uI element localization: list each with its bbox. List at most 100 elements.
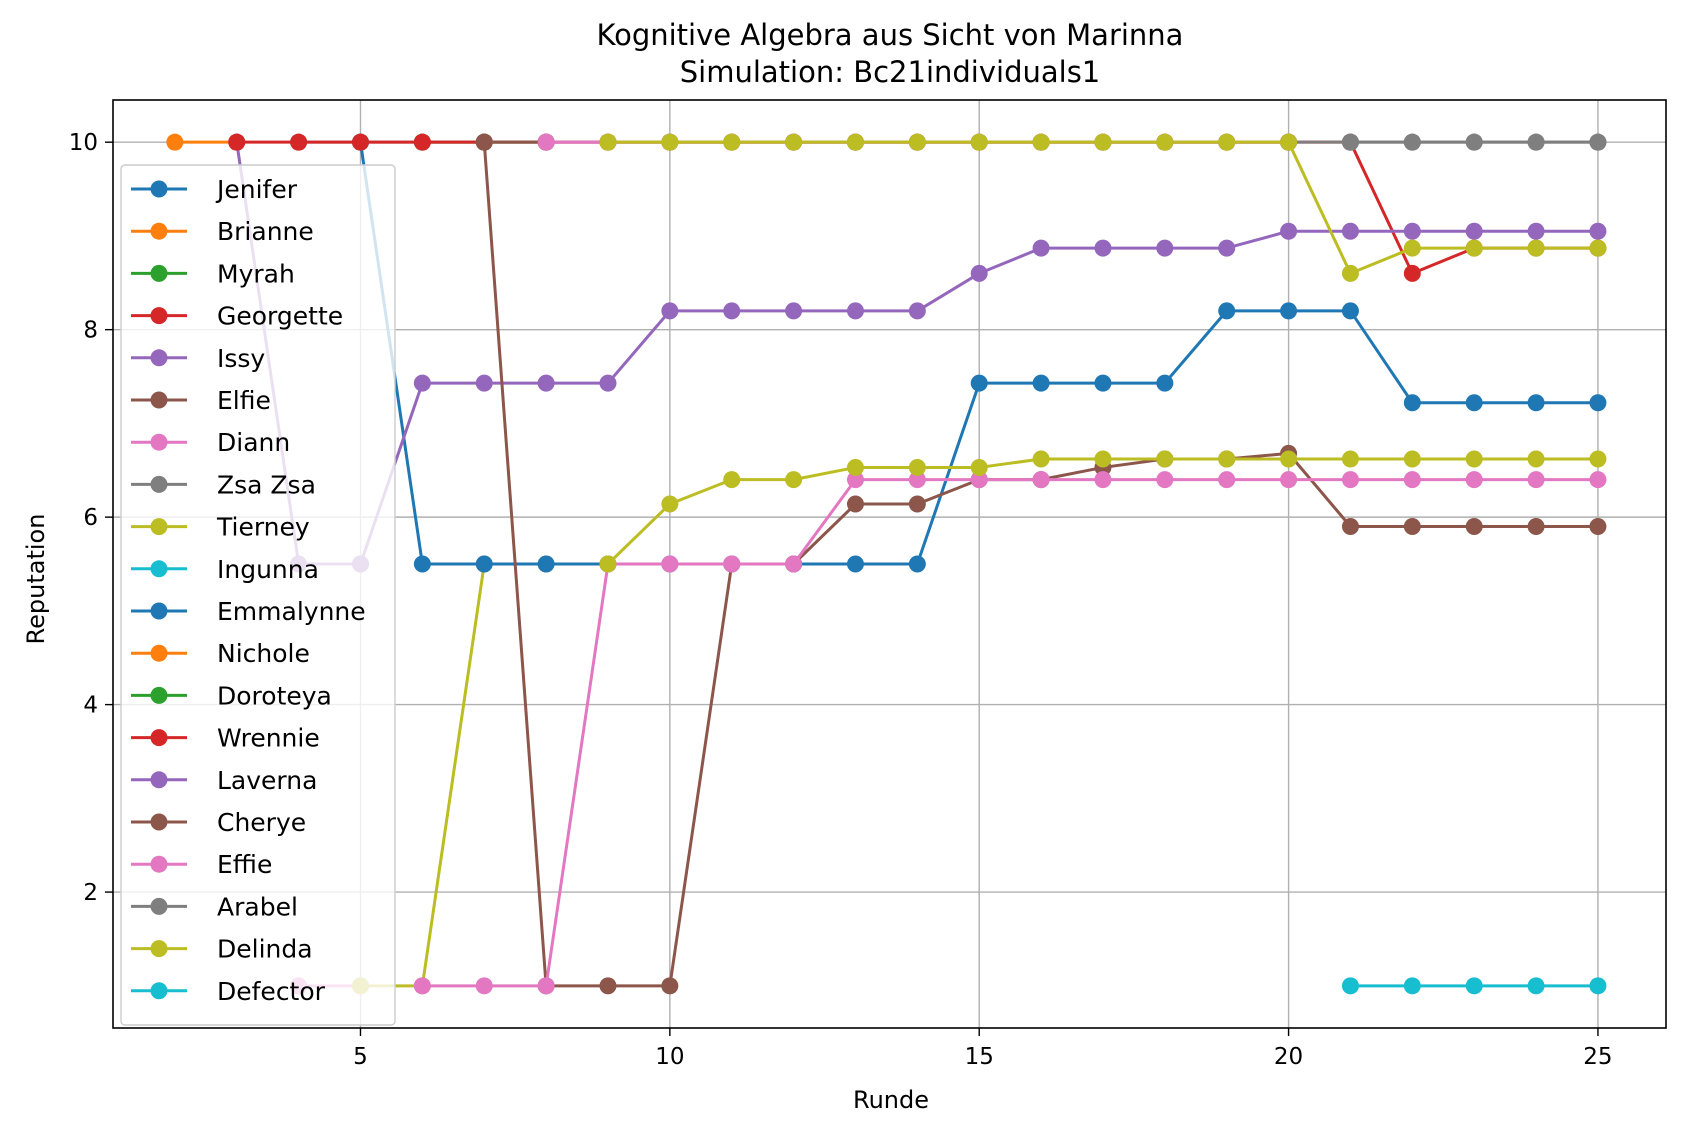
x-tick-label: 20 bbox=[1274, 1044, 1303, 1070]
data-point bbox=[1403, 471, 1421, 489]
legend-entry: Issy bbox=[131, 344, 265, 373]
data-point bbox=[1032, 133, 1050, 151]
legend-swatch-marker bbox=[150, 729, 168, 747]
data-point bbox=[970, 264, 988, 282]
legend-entry: Nichole bbox=[131, 639, 310, 668]
series-lines bbox=[166, 133, 1607, 995]
legend-label: Emmalynne bbox=[217, 597, 366, 626]
data-point bbox=[1465, 133, 1483, 151]
series-laverna bbox=[351, 222, 1607, 573]
data-point bbox=[661, 302, 679, 320]
legend-label: Arabel bbox=[217, 892, 298, 921]
chart-subtitle: Simulation: Bc21individuals1 bbox=[680, 55, 1101, 89]
data-point bbox=[1589, 239, 1607, 257]
legend-box bbox=[120, 164, 396, 1026]
legend-label: Brianne bbox=[217, 217, 314, 246]
data-point bbox=[1403, 222, 1421, 240]
data-point bbox=[475, 977, 493, 995]
data-point bbox=[1527, 518, 1545, 536]
data-point bbox=[1280, 222, 1298, 240]
data-point bbox=[1218, 450, 1236, 468]
data-point bbox=[1341, 302, 1359, 320]
legend-label: Issy bbox=[217, 344, 265, 373]
series-delinda bbox=[599, 450, 1607, 573]
data-point bbox=[846, 302, 864, 320]
data-point bbox=[785, 471, 803, 489]
legend-swatch-marker bbox=[150, 602, 168, 620]
data-point bbox=[599, 374, 617, 392]
data-point bbox=[1403, 239, 1421, 257]
data-point bbox=[1341, 222, 1359, 240]
x-tick-label: 25 bbox=[1583, 1044, 1612, 1070]
y-tick-label: 10 bbox=[69, 130, 98, 156]
data-point bbox=[1589, 394, 1607, 412]
legend-swatch-marker bbox=[150, 264, 168, 282]
legend-entry: Cherye bbox=[131, 808, 306, 837]
data-point bbox=[846, 471, 864, 489]
series-unlabeled-22 bbox=[599, 133, 1607, 282]
data-point bbox=[166, 133, 184, 151]
x-axis-label: Runde bbox=[853, 1086, 929, 1114]
legend-swatch-marker bbox=[150, 897, 168, 915]
data-point bbox=[908, 133, 926, 151]
data-point bbox=[1156, 471, 1174, 489]
legend-swatch-marker bbox=[150, 982, 168, 1000]
legend-entry: Zsa Zsa bbox=[131, 470, 316, 499]
legend-swatch-marker bbox=[150, 518, 168, 536]
legend-label: Zsa Zsa bbox=[217, 470, 316, 499]
data-point bbox=[1341, 450, 1359, 468]
data-point bbox=[846, 495, 864, 513]
data-point bbox=[351, 133, 369, 151]
data-point bbox=[1465, 471, 1483, 489]
legend-entry: Effie bbox=[131, 850, 272, 879]
legend-label: Tierney bbox=[216, 513, 310, 542]
data-point bbox=[1341, 471, 1359, 489]
legend-label: Jenifer bbox=[215, 175, 298, 204]
axis-ticks: 5 10 15 20 25 2 4 6 8 10 bbox=[69, 130, 1613, 1070]
legend: Jenifer Brianne Myrah Georgette Issy Elfie Dia… bbox=[120, 164, 396, 1026]
data-point bbox=[1465, 394, 1483, 412]
data-point bbox=[1527, 133, 1545, 151]
legend-label: Effie bbox=[217, 850, 272, 879]
legend-swatch-marker bbox=[150, 349, 168, 367]
data-point bbox=[785, 302, 803, 320]
legend-entry: Diann bbox=[131, 428, 290, 457]
legend-entry: Emmalynne bbox=[131, 597, 366, 626]
data-point bbox=[1589, 471, 1607, 489]
data-point bbox=[846, 555, 864, 573]
y-tick-label: 2 bbox=[83, 880, 98, 906]
data-point bbox=[1589, 977, 1607, 995]
data-point bbox=[661, 133, 679, 151]
legend-swatch-marker bbox=[150, 180, 168, 198]
data-point bbox=[970, 458, 988, 476]
y-tick-label: 4 bbox=[83, 693, 98, 719]
legend-swatch-marker bbox=[150, 475, 168, 493]
data-point bbox=[723, 133, 741, 151]
data-point bbox=[970, 374, 988, 392]
data-point bbox=[723, 555, 741, 573]
legend-swatch-marker bbox=[150, 855, 168, 873]
y-axis-label: Reputation bbox=[22, 514, 50, 645]
legend-entry: Defector bbox=[131, 977, 326, 1006]
data-point bbox=[723, 471, 741, 489]
legend-swatch-marker bbox=[150, 307, 168, 325]
legend-entry: Ingunna bbox=[131, 555, 319, 584]
series-line bbox=[236, 140, 1598, 275]
legend-swatch-marker bbox=[150, 644, 168, 662]
data-point bbox=[537, 133, 555, 151]
data-point bbox=[970, 133, 988, 151]
data-point bbox=[1341, 518, 1359, 536]
data-point bbox=[908, 471, 926, 489]
data-point bbox=[1527, 394, 1545, 412]
data-point bbox=[1156, 450, 1174, 468]
legend-swatch-marker bbox=[150, 940, 168, 958]
series-defector bbox=[1341, 977, 1607, 995]
data-point bbox=[1403, 264, 1421, 282]
data-point bbox=[413, 555, 431, 573]
data-point bbox=[1465, 239, 1483, 257]
data-point bbox=[908, 555, 926, 573]
data-point bbox=[908, 302, 926, 320]
data-point bbox=[1280, 471, 1298, 489]
data-point bbox=[1465, 518, 1483, 536]
series-line bbox=[360, 562, 608, 988]
